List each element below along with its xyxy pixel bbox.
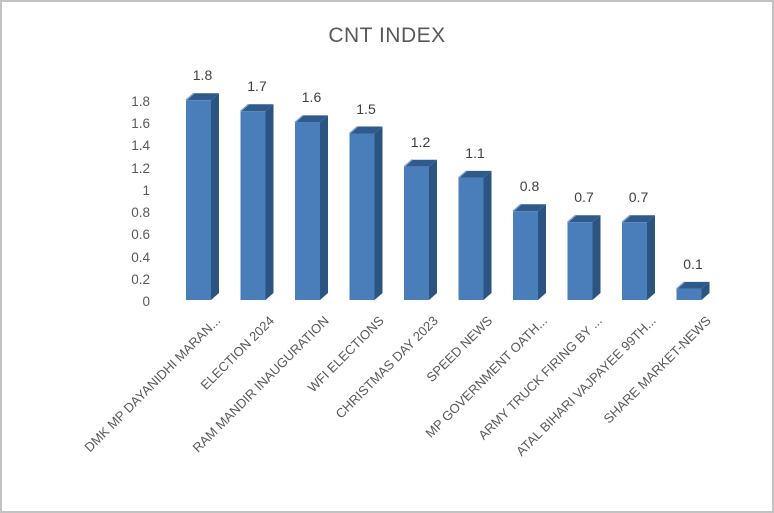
bar-top-face[interactable] (513, 204, 546, 212)
bar-side-face[interactable] (320, 115, 328, 301)
y-axis-tick-label: 1.8 (131, 94, 150, 110)
bar-top-highlight-edge (294, 114, 304, 123)
bar-top-face[interactable] (349, 126, 383, 134)
chart-bar-group[interactable] (294, 114, 328, 301)
bar-top-face[interactable] (186, 93, 219, 101)
y-axis-tick-label: 0.8 (131, 205, 150, 221)
y-axis-tick-label: 1 (142, 182, 150, 198)
bar-side-face[interactable] (538, 204, 546, 300)
y-axis-tick-label: 0 (142, 294, 150, 309)
bar-top-face[interactable] (404, 159, 437, 167)
y-axis-tick-label: 1.2 (131, 160, 150, 176)
y-axis-tick-label: 0.2 (131, 271, 150, 287)
chart-bar-group[interactable] (349, 125, 383, 301)
bar-value-label: 0.7 (574, 189, 594, 206)
bar-front-face[interactable] (295, 122, 320, 301)
bar-front-face[interactable] (349, 133, 375, 301)
chart-bar-group[interactable] (567, 214, 601, 300)
bar-top-highlight-edge (567, 214, 576, 223)
bar-front-face[interactable] (186, 100, 211, 300)
bar-side-face[interactable] (374, 126, 383, 301)
bar-front-face[interactable] (622, 222, 647, 300)
bar-top-face[interactable] (240, 104, 274, 112)
bar-front-face[interactable] (240, 111, 266, 300)
bar-top-face[interactable] (295, 115, 328, 123)
bar-value-label: 0.1 (683, 255, 703, 272)
bar-front-face[interactable] (567, 222, 593, 300)
bar-side-face[interactable] (211, 93, 219, 300)
bar-value-label: 0.7 (628, 189, 649, 206)
bar-front-face[interactable] (513, 211, 538, 300)
bar-value-label: 1.5 (356, 100, 376, 117)
y-axis-tick-label: 1.4 (131, 138, 150, 154)
chart-bar-group[interactable] (512, 203, 546, 300)
chart-bar-group[interactable] (458, 170, 492, 300)
bar-value-label: 1.7 (247, 78, 267, 95)
bar-value-label: 1.6 (301, 89, 322, 106)
bar-top-highlight-edge (185, 92, 195, 101)
bar-front-face[interactable] (458, 177, 484, 300)
bar-value-label: 1.8 (192, 67, 213, 84)
chart-bar-group[interactable] (676, 281, 710, 300)
bar-side-face[interactable] (647, 215, 655, 300)
bar-value-label: 1.2 (410, 133, 431, 150)
chart-bar-group[interactable] (403, 159, 437, 300)
y-axis-tick-label: 1.6 (131, 116, 150, 132)
chart-bar-group[interactable] (240, 103, 274, 300)
bar-top-highlight-edge (403, 159, 413, 168)
bar-top-highlight-edge (240, 103, 249, 112)
bar-front-face[interactable] (404, 166, 429, 300)
bar-value-label: 1.1 (465, 144, 485, 161)
bar-top-face[interactable] (458, 170, 492, 178)
bar-side-face[interactable] (701, 281, 710, 300)
bar-top-highlight-edge (621, 214, 631, 223)
chart-bar-group[interactable] (621, 214, 655, 300)
bar-side-face[interactable] (429, 159, 437, 300)
bar-value-label: 0.8 (519, 178, 540, 195)
y-axis-tick-label: 0.4 (131, 249, 150, 265)
bar-front-face[interactable] (676, 288, 702, 300)
chart-bar-group[interactable] (185, 92, 219, 300)
bar-top-face[interactable] (676, 281, 710, 289)
bar-top-face[interactable] (567, 215, 601, 223)
bar-side-face[interactable] (265, 104, 274, 300)
bar-top-highlight-edge (349, 125, 358, 135)
bar-side-face[interactable] (592, 215, 601, 300)
bar-top-highlight-edge (676, 281, 685, 290)
bar-top-face[interactable] (622, 215, 655, 223)
y-axis-tick-label: 0.6 (131, 227, 150, 243)
bar-top-highlight-edge (512, 203, 522, 212)
bar-side-face[interactable] (483, 170, 492, 300)
bar-top-highlight-edge (458, 170, 467, 179)
chart-title: CNT INDEX (328, 24, 446, 47)
